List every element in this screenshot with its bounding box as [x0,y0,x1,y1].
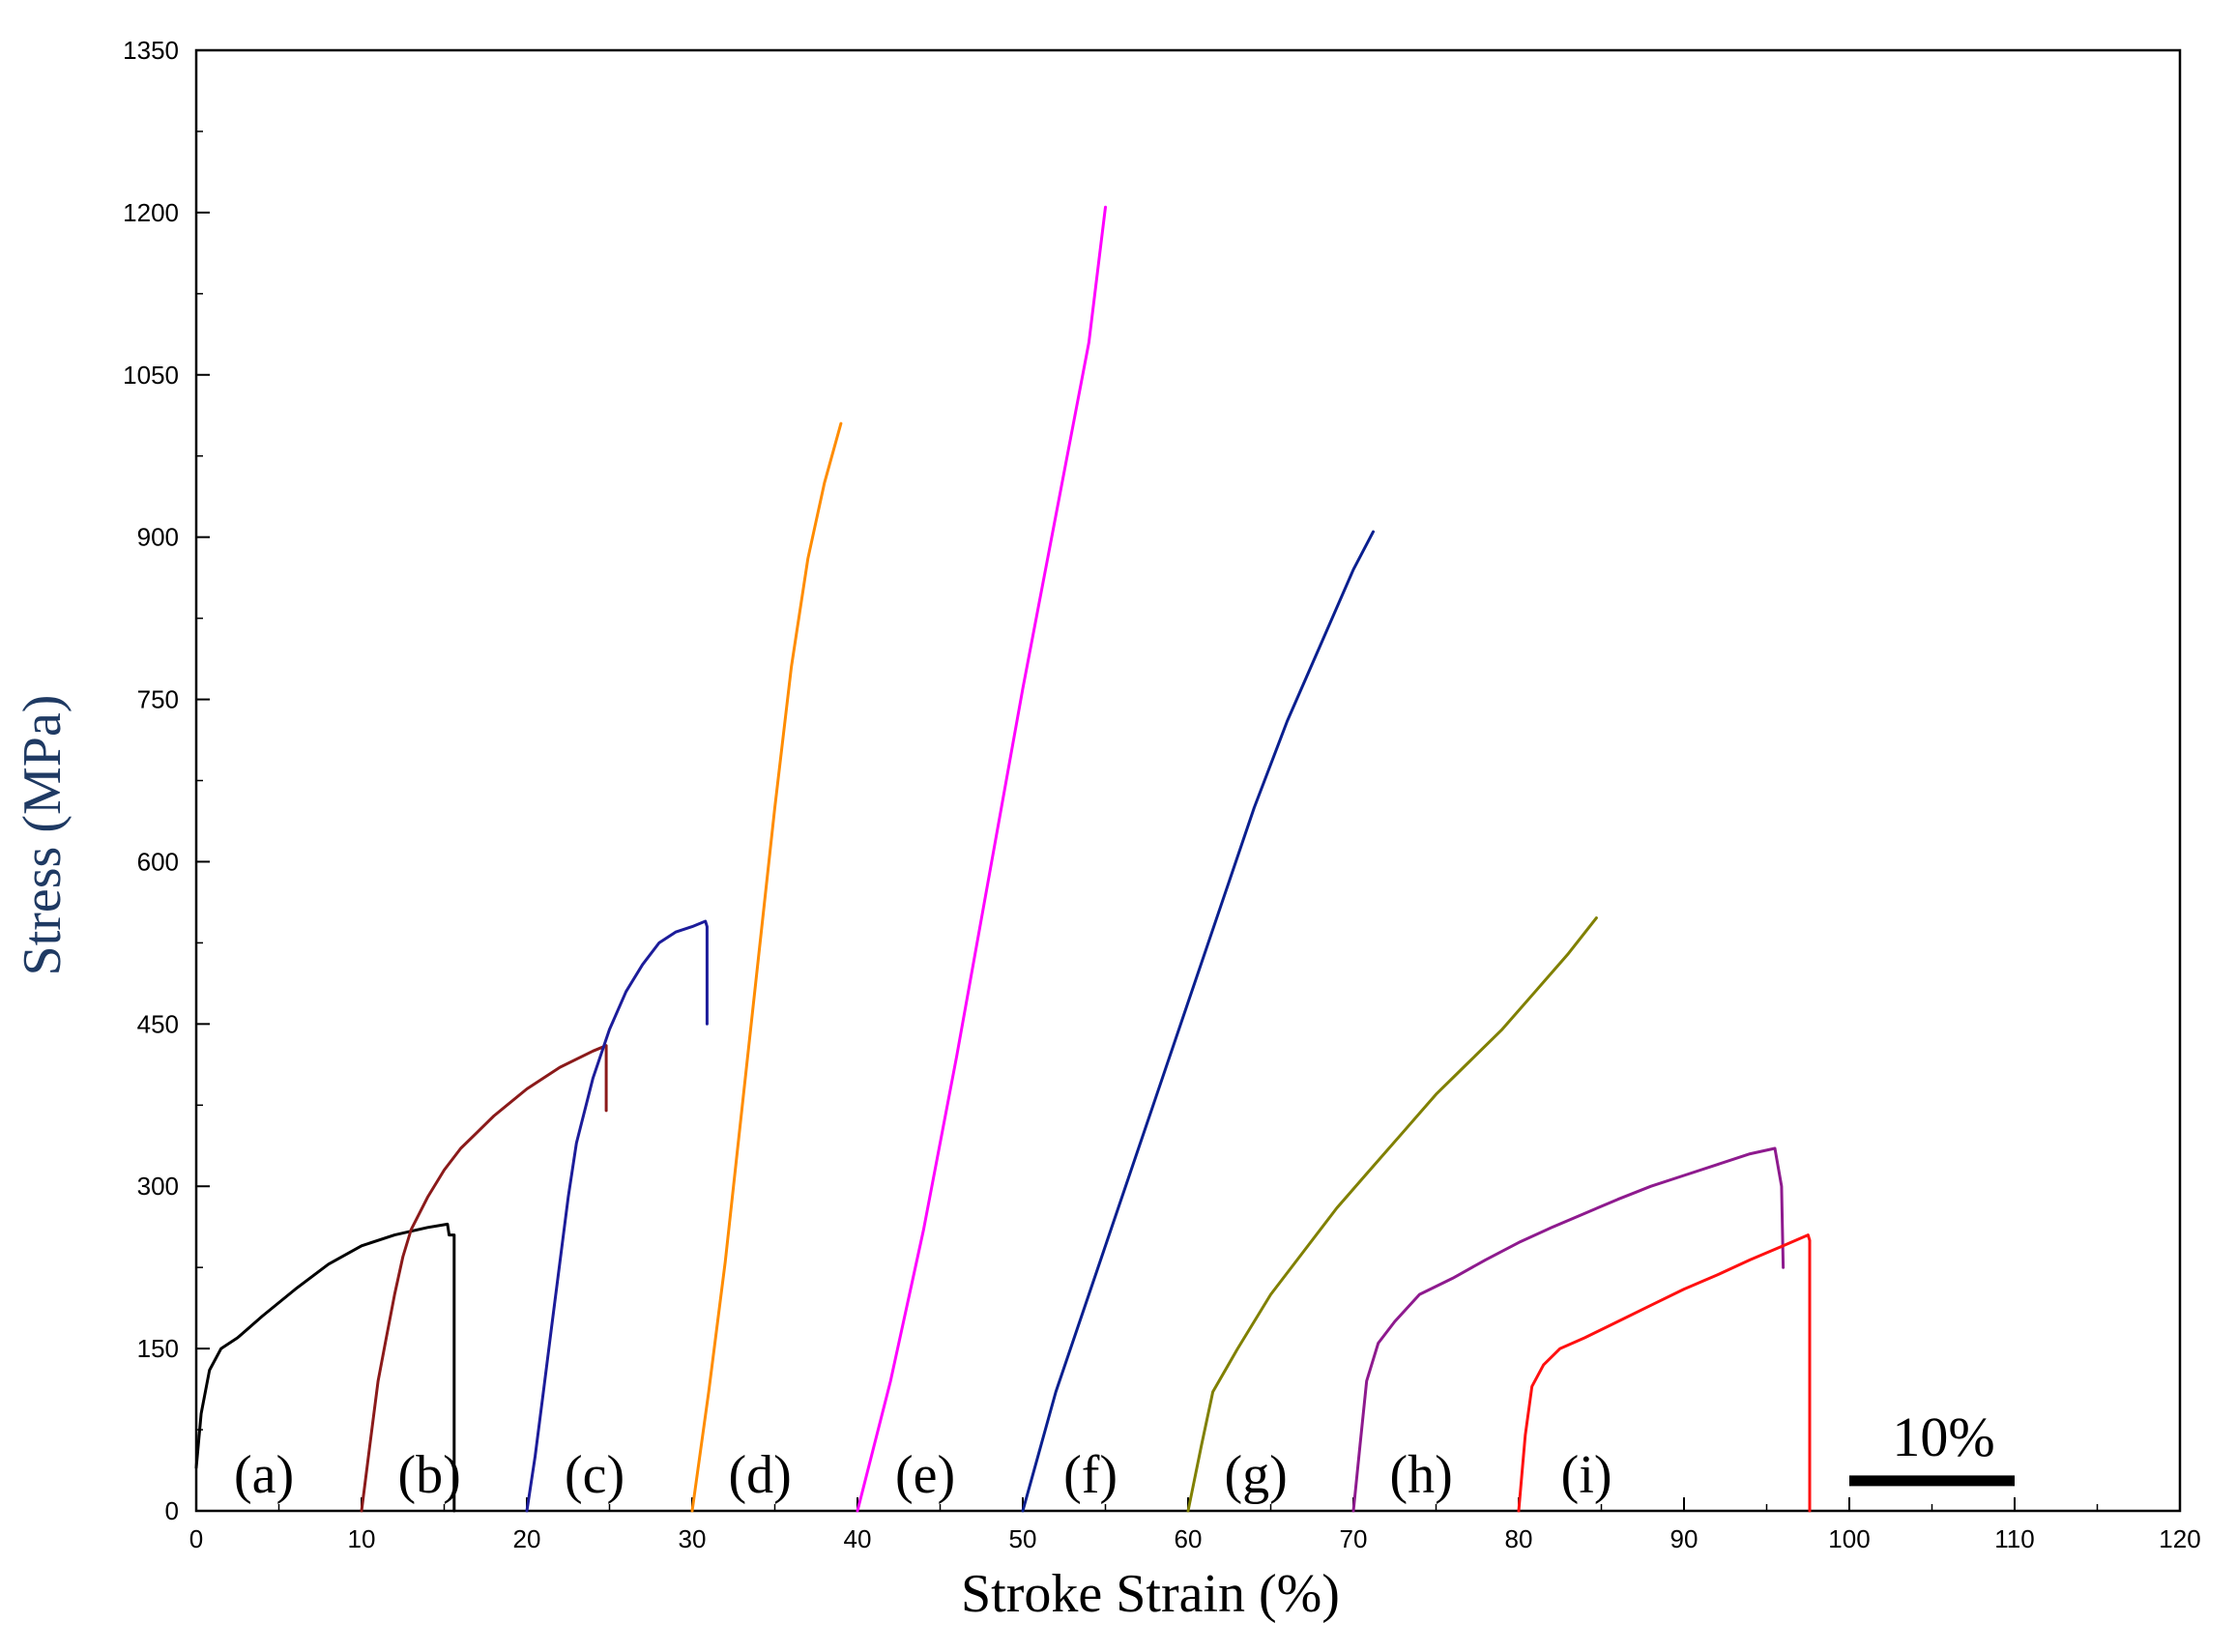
y-tick-label: 600 [137,847,179,876]
series-label-g: (g) [1224,1445,1287,1505]
x-tick-label: 20 [513,1524,541,1553]
y-tick-label: 750 [137,685,179,714]
x-tick-label: 50 [1009,1524,1037,1553]
series-line-d [690,421,843,1513]
series-label-d: (d) [728,1445,791,1505]
series-line-a [194,1222,456,1513]
x-tick-label: 110 [1994,1524,2034,1553]
x-tick-label: 120 [2159,1524,2200,1553]
x-tick-label: 60 [1175,1524,1203,1553]
x-tick-label: 80 [1505,1524,1533,1553]
series-line-i [1517,1233,1812,1513]
y-tick-label: 1050 [123,361,179,390]
x-tick-label: 100 [1828,1524,1870,1553]
y-tick-label: 450 [137,1009,179,1038]
series-line-c [525,919,709,1513]
series-label-c: (c) [565,1445,624,1505]
series-label-e: (e) [895,1445,955,1505]
series-label-h: (h) [1389,1445,1452,1505]
y-tick-label: 300 [137,1172,179,1201]
series-label-a: (a) [234,1445,294,1505]
y-axis-title: Stress (MPa) [13,695,73,976]
series-label-b: (b) [397,1445,460,1505]
y-tick-label: 150 [137,1334,179,1363]
y-tick-label: 1200 [123,198,179,227]
series-line-f [1021,530,1375,1513]
x-axis-title: Stroke Strain (%) [961,1564,1340,1624]
y-tick-label: 1350 [123,36,179,65]
x-tick-label: 0 [189,1524,203,1553]
x-tick-label: 90 [1670,1524,1699,1553]
x-tick-label: 10 [348,1524,376,1553]
x-tick-label: 70 [1340,1524,1368,1553]
scale-bar-label: 10% [1892,1406,1994,1468]
series-label-i: (i) [1561,1445,1612,1505]
y-tick-label: 900 [137,523,179,552]
series-label-f: (f) [1063,1445,1118,1505]
x-tick-label: 30 [679,1524,707,1553]
y-tick-label: 0 [165,1496,179,1525]
series-line-b [360,1044,608,1513]
series-line-h [1351,1146,1786,1513]
series-line-g [1186,916,1598,1513]
x-tick-label: 40 [844,1524,872,1553]
series-line-e [856,205,1107,1513]
